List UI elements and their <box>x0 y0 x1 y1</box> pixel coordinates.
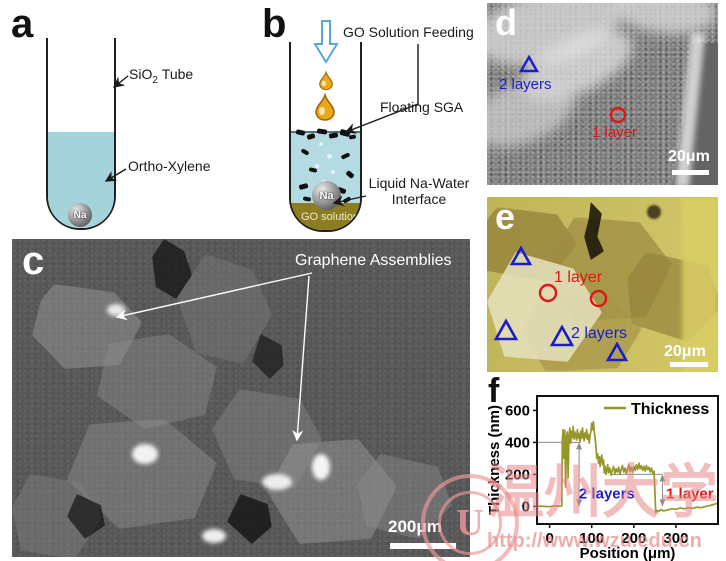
panel-d-sem-image: d 2 layers 1 layer 20μm <box>487 3 718 185</box>
sio2-tube-arrow <box>112 75 129 88</box>
graphene-assemblies-label: Graphene Assemblies <box>295 252 452 269</box>
sodium-label-b: Na <box>319 189 334 202</box>
one-layer-circle-e2 <box>589 289 608 308</box>
sodium-ball-a: Na <box>68 203 92 227</box>
ortho-xylene-label: Ortho-Xylene <box>128 158 211 174</box>
svg-text:Position (μm): Position (μm) <box>580 545 676 561</box>
panel-b-label: b <box>262 2 287 46</box>
two-layers-triangle-e4 <box>605 341 629 362</box>
svg-text:0: 0 <box>545 530 553 547</box>
scalebar-d <box>672 170 709 175</box>
sio2-tube-label: SiO2 Tube <box>129 66 194 86</box>
svg-text:100: 100 <box>579 530 604 547</box>
panel-f-label: f <box>488 372 500 410</box>
two-layers-triangle-e1 <box>509 245 533 266</box>
panel-c-label: c <box>22 239 45 283</box>
panel-c-sem-image: c Graphene Assemblies 200μm <box>12 239 470 557</box>
interface-label: Liquid Na-Water Interface <box>368 175 470 207</box>
one-layer-circle-d <box>609 106 627 124</box>
droplet-large-icon <box>315 92 335 121</box>
graphene-arrow-1 <box>115 272 313 321</box>
panel-e-label: e <box>495 197 516 237</box>
go-solution-label: GO solution <box>301 211 360 223</box>
panel-d-label: d <box>495 3 517 43</box>
svg-text:200: 200 <box>621 530 646 547</box>
one-layer-label-e: 1 layer <box>554 269 603 286</box>
panel-e-optical-image: e 1 layer 2 layers 20μm <box>487 197 718 372</box>
two-layers-triangle-d <box>518 54 540 73</box>
svg-text:Thickness: Thickness <box>631 401 709 418</box>
svg-text:Thickness (nm): Thickness (nm) <box>487 405 503 515</box>
test-tube-a: Na <box>46 38 116 230</box>
svg-text:0: 0 <box>522 498 530 515</box>
interface-arrow <box>332 195 367 207</box>
scalebar-e <box>670 362 708 367</box>
scalebar-label-c: 200μm <box>388 517 442 536</box>
two-layers-label-e: 2 layers <box>571 325 628 342</box>
svg-text:2 layers: 2 layers <box>579 486 635 503</box>
graphene-arrow-2 <box>292 275 310 442</box>
scalebar-label-e: 20μm <box>664 343 706 360</box>
go-feeding-label: GO Solution Feeding <box>343 24 474 40</box>
ortho-xylene-arrow <box>104 168 127 182</box>
svg-text:400: 400 <box>505 434 530 451</box>
two-layers-triangle-e2 <box>493 318 519 341</box>
two-layers-label-d: 2 layers <box>499 76 552 93</box>
one-layer-label-d: 1 layer <box>592 124 638 141</box>
svg-text:1 layer: 1 layer <box>666 486 714 503</box>
sodium-label-a: Na <box>73 209 87 221</box>
scalebar-label-d: 20μm <box>668 148 710 165</box>
svg-text:600: 600 <box>505 402 530 419</box>
panel-a-label: a <box>11 2 34 46</box>
one-layer-circle-e1 <box>538 283 558 303</box>
svg-text:300: 300 <box>663 530 688 547</box>
droplet-small-icon <box>319 70 333 91</box>
two-layers-triangle-e3 <box>549 324 575 347</box>
floating-sga-arrow <box>344 44 419 134</box>
